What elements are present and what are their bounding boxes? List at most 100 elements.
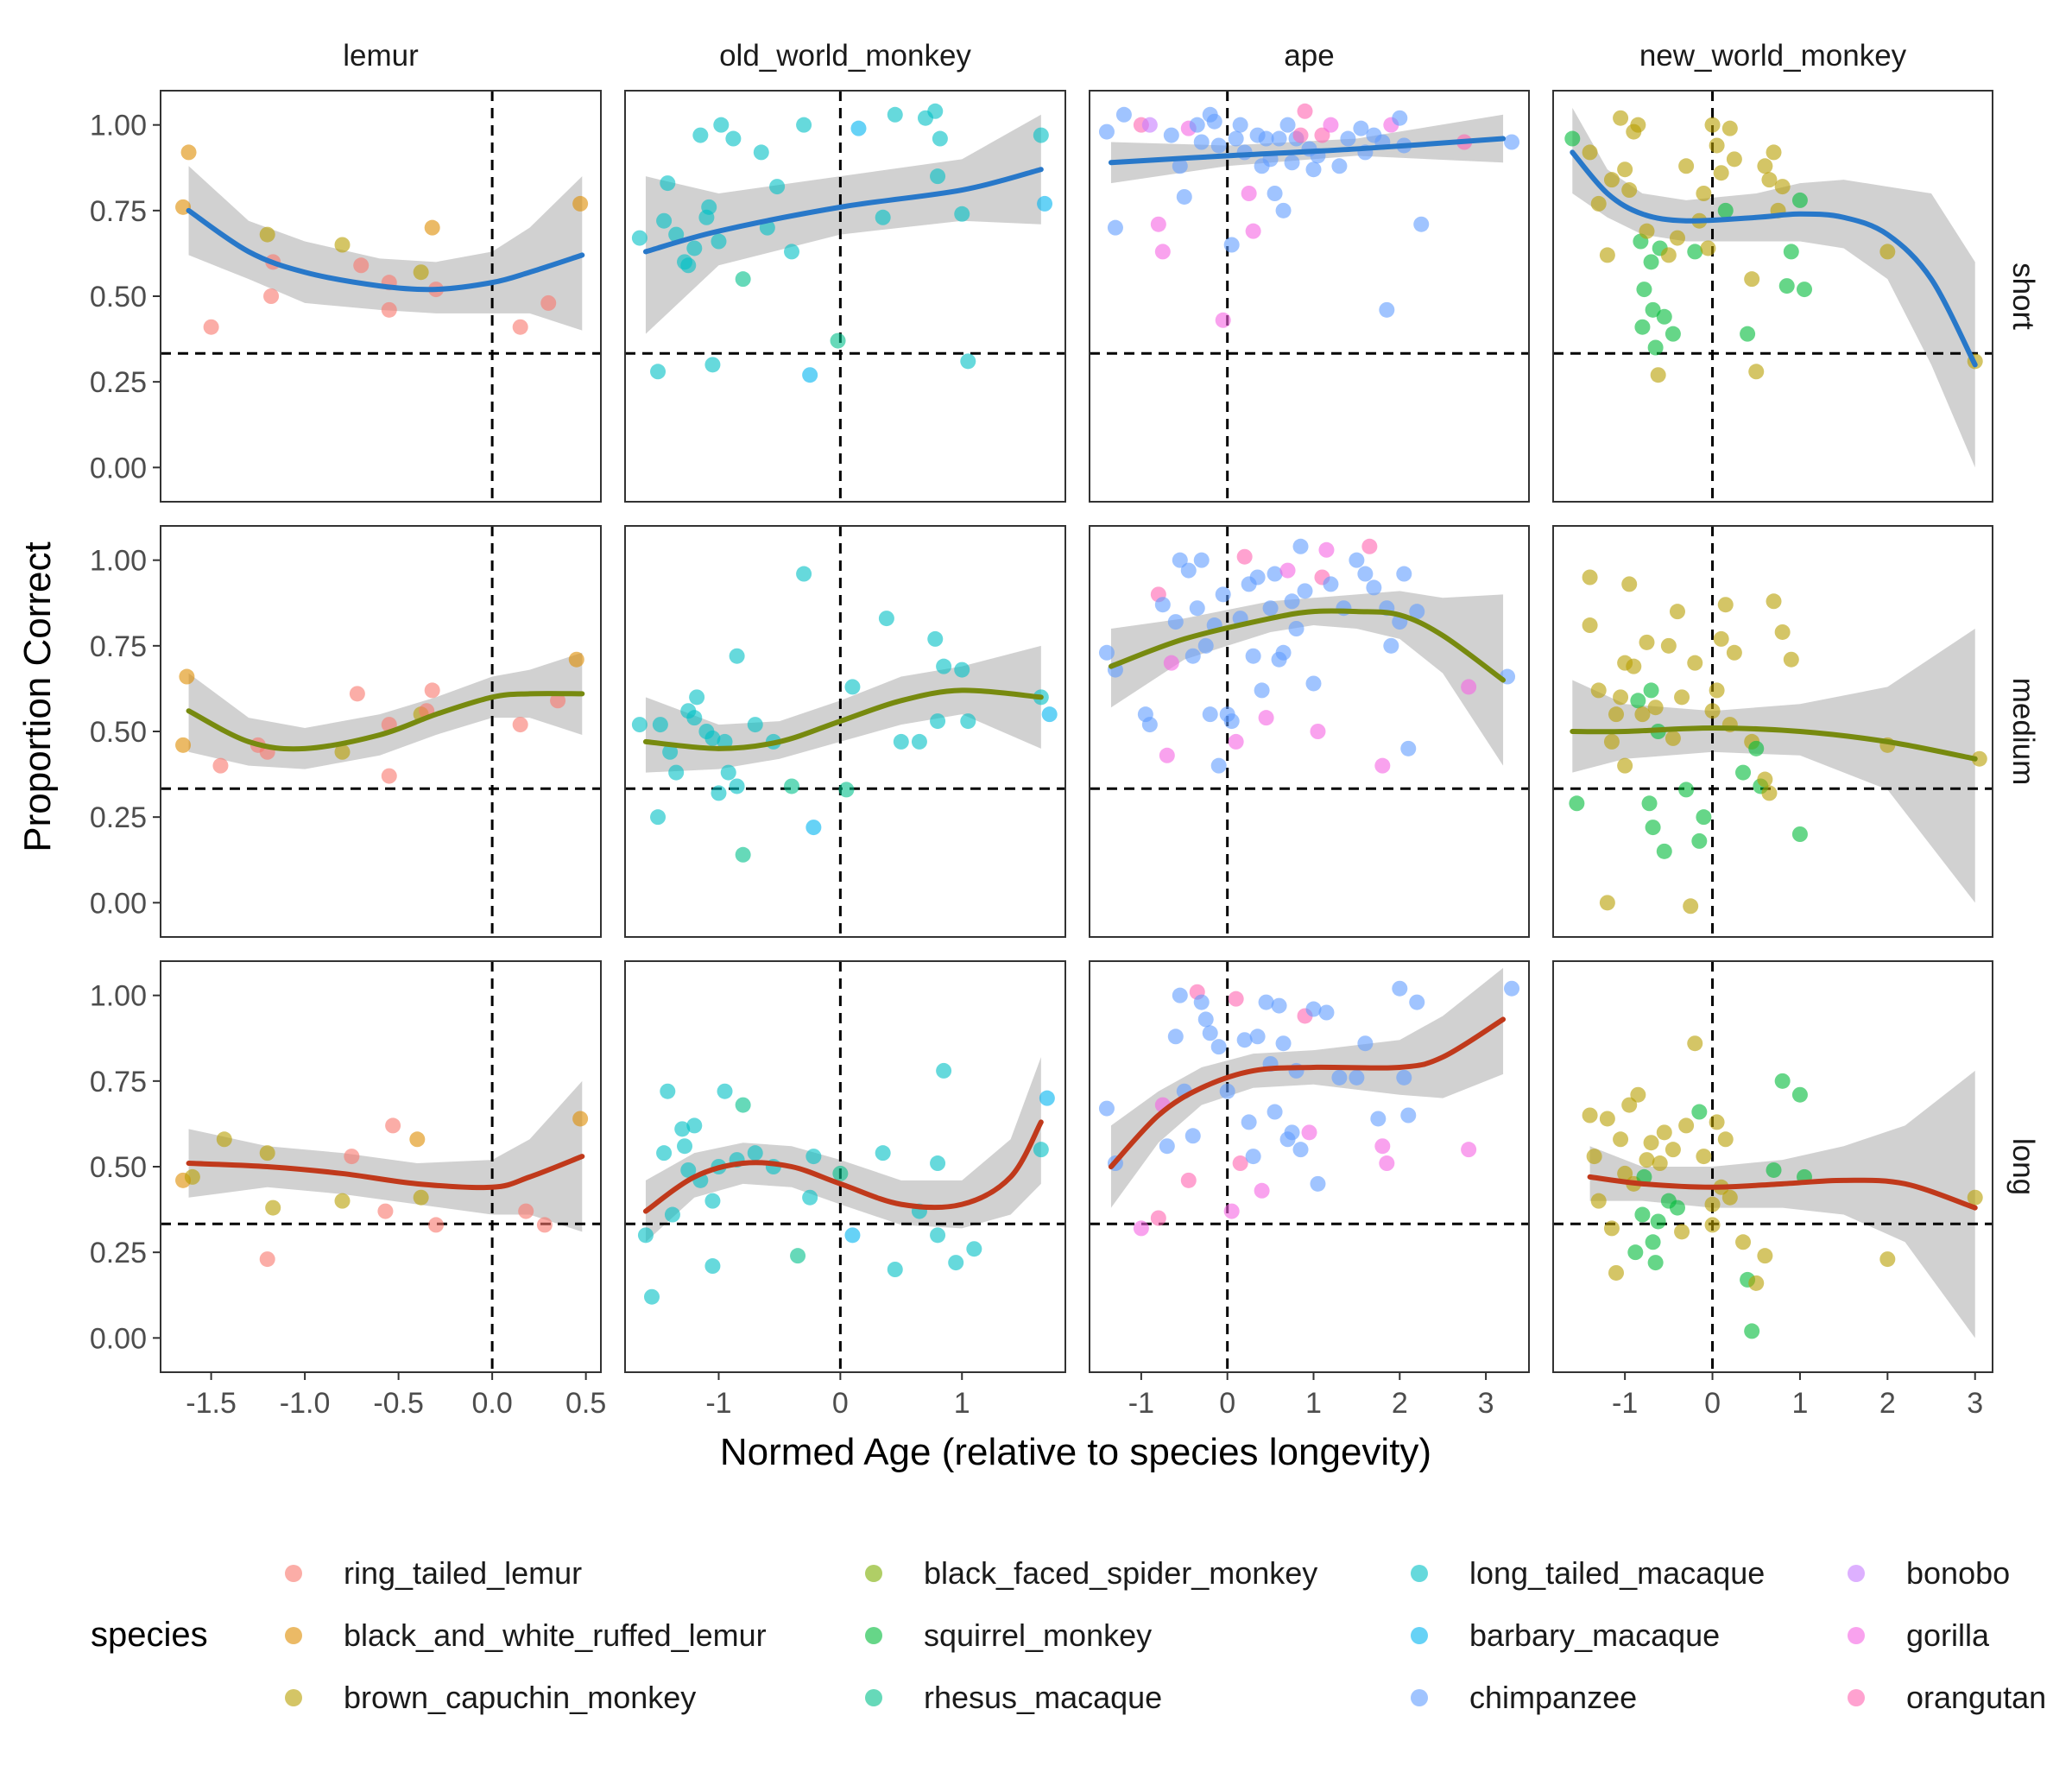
data-point-gorilla [1245,223,1261,239]
data-point-gorilla [1150,216,1166,232]
data-point-barbary_macaque [844,1227,861,1244]
data-point-chimpanzee [1409,994,1425,1010]
data-point-chimpanzee [1267,1104,1283,1120]
data-point-chimpanzee [1258,994,1274,1010]
data-point-long_tailed_macaque [650,809,666,826]
legend-label: bonobo [1906,1555,2010,1591]
legend-title: species [91,1616,208,1654]
data-point-chimpanzee [1189,600,1205,617]
data-point-chimpanzee [1141,717,1158,733]
data-point-long_tailed_macaque [650,364,666,380]
data-point-brown_capuchin_monkey [1757,771,1773,788]
data-point-chimpanzee [1297,583,1313,599]
data-point-chimpanzee [1167,614,1184,630]
data-point-long_tailed_macaque [930,168,946,185]
legend-label: orangutan [1906,1680,2046,1715]
panel-border [1552,525,1993,938]
x-tick-label: 1 [1305,1387,1322,1420]
data-point-long_tailed_macaque [656,1145,673,1162]
data-point-chimpanzee [1392,110,1408,126]
data-point-squirrel_monkey [1645,820,1661,836]
data-point-long_tailed_macaque [796,566,812,582]
x-axis-title: Normed Age (relative to species longevit… [720,1431,1431,1473]
data-point-long_tailed_macaque [704,1193,721,1209]
data-point-long_tailed_macaque [729,648,745,664]
data-point-rhesus_macaque [838,782,855,798]
data-point-brown_capuchin_monkey [1744,271,1760,288]
confidence-ribbon [188,166,583,331]
data-point-chimpanzee [1331,1069,1348,1086]
data-point-chimpanzee [1305,675,1322,692]
data-point-chimpanzee [1202,706,1218,723]
legend-item-gorilla: gorilla [1848,1617,1990,1653]
data-point-chimpanzee [1305,1001,1322,1017]
data-point-ring_tailed_lemur [385,1117,401,1134]
data-point-brown_capuchin_monkey [265,1199,281,1216]
data-point-squirrel_monkey [1634,319,1651,335]
data-point-gorilla [1301,1124,1317,1141]
data-point-chimpanzee [1219,1083,1235,1099]
confidence-ribbon [645,1057,1041,1243]
panel-plot-area [1553,91,1993,502]
legend-key-swatch [1411,1689,1428,1706]
data-point-brown_capuchin_monkey [334,1193,351,1209]
data-point-chimpanzee [1197,1011,1214,1028]
data-point-chimpanzee [1254,682,1270,699]
x-tick-label: 1 [954,1387,970,1420]
data-point-orangutan [1232,1155,1248,1172]
data-point-long_tailed_macaque [875,1145,891,1162]
data-point-long_tailed_macaque [1033,127,1049,143]
data-point-brown_capuchin_monkey [1687,655,1703,671]
data-point-squirrel_monkey [1645,301,1661,318]
data-point-brown_capuchin_monkey [1783,651,1799,668]
x-tick-label: -1 [1612,1387,1638,1420]
row-strip-label: short [2006,263,2040,330]
data-point-chimpanzee [1275,1035,1292,1052]
panel-long-old_world_monkey: -1 0 1 [624,960,1066,1420]
panel-plot-area [625,961,1065,1372]
panel-border [1552,960,1993,1373]
data-point-long_tailed_macaque [802,1189,818,1206]
panel-border [624,90,1066,503]
y-tick-label: 0.50 [90,716,147,749]
data-point-brown_capuchin_monkey [1590,1193,1607,1209]
data-point-chimpanzee [1504,980,1520,997]
data-point-rhesus_macaque [830,332,846,349]
data-point-chimpanzee [1379,301,1395,318]
data-point-rhesus_macaque [790,1248,806,1264]
data-point-brown_capuchin_monkey [1613,689,1629,706]
y-tick-label: 0.00 [90,887,147,920]
data-point-squirrel_monkey [1656,843,1672,859]
data-point-brown_capuchin_monkey [1586,1149,1602,1165]
data-point-ring_tailed_lemur [344,1149,360,1165]
data-point-gorilla [1461,1142,1477,1158]
data-point-squirrel_monkey [1634,1206,1651,1223]
legend-item-orangutan: orangutan [1848,1680,2046,1715]
data-point-squirrel_monkey [1778,278,1795,294]
data-point-squirrel_monkey [1691,832,1708,849]
data-point-chimpanzee [1323,576,1339,592]
legend-label: black_and_white_ruffed_lemur [344,1617,767,1653]
data-point-brown_capuchin_monkey [413,1189,429,1206]
legend-item-ring_tailed_lemur: ring_tailed_lemur [285,1555,582,1591]
data-point-ring_tailed_lemur [512,717,528,733]
data-point-squirrel_monkey [1740,326,1756,342]
data-point-gorilla [1154,244,1171,260]
data-point-brown_capuchin_monkey [1696,1149,1712,1165]
panel-long-new_world_monkey: -1 0 1 2 3 long [1552,960,2040,1420]
column-strip-label: ape [1284,39,1334,73]
data-point-chimpanzee [1504,134,1520,150]
data-point-gorilla [1318,541,1335,558]
data-point-ring_tailed_lemur [540,294,557,311]
data-point-chimpanzee [1392,980,1408,997]
data-point-squirrel_monkey [1569,795,1585,812]
data-point-long_tailed_macaque [878,611,894,627]
data-point-gorilla [1374,1138,1391,1155]
data-point-chimpanzee [1288,621,1304,636]
data-point-chimpanzee [1292,1142,1309,1158]
panel-plot-area [1090,526,1529,937]
data-point-squirrel_monkey [1774,1073,1791,1089]
data-point-ring_tailed_lemur [428,1217,445,1233]
